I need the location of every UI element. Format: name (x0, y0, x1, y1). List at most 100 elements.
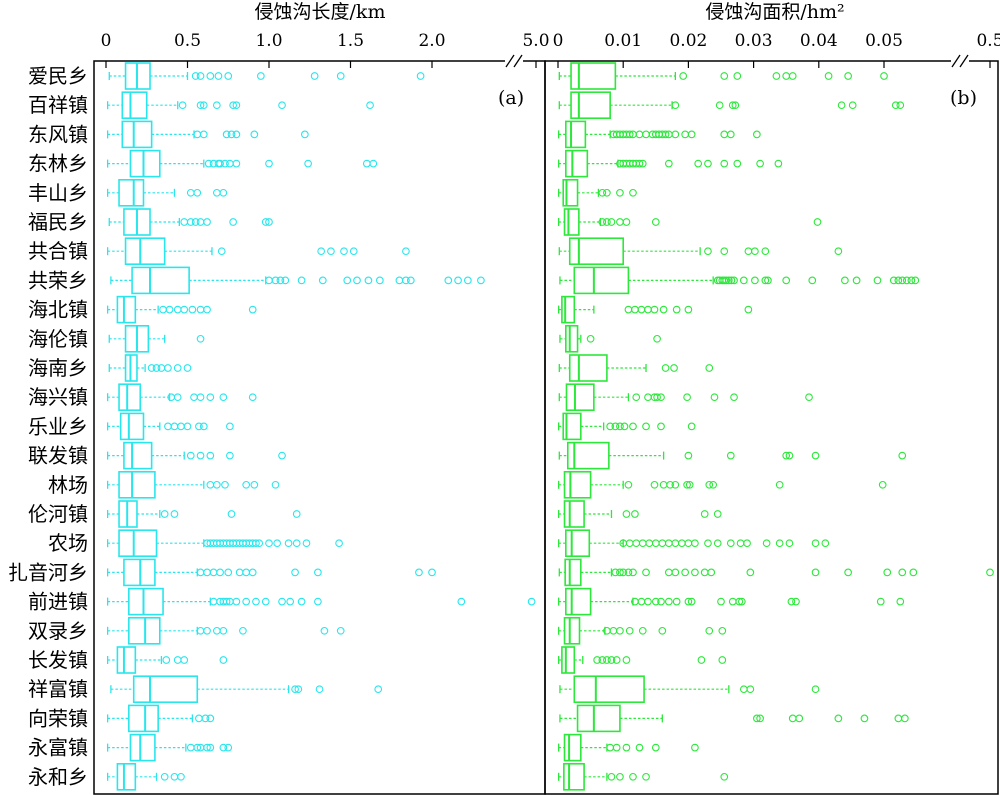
outlier-point (281, 276, 290, 285)
outlier-point (756, 714, 764, 723)
outlier-point (193, 130, 202, 139)
iqr-box (561, 646, 576, 674)
outlier-point (726, 130, 735, 139)
category-label: 永和乡 (28, 765, 88, 789)
box-row (558, 208, 822, 236)
outlier-point (609, 626, 618, 635)
outlier-point (651, 597, 660, 606)
category-label: 共荣乡 (28, 268, 88, 292)
outlier-point (637, 305, 646, 314)
outlier-point (687, 597, 696, 606)
outlier-point (477, 276, 485, 285)
iqr-box (565, 120, 587, 149)
outlier-point (598, 218, 607, 226)
outlier-point (454, 276, 462, 285)
outlier-point (746, 685, 755, 694)
outlier-point (664, 159, 673, 168)
outlier-point (718, 626, 727, 635)
outlier-point (901, 714, 909, 723)
outlier-point (206, 451, 215, 460)
iqr-box (563, 470, 592, 499)
box-row (106, 558, 436, 587)
iqr-box (563, 500, 585, 528)
outlier-point (271, 480, 280, 489)
outlier-point (320, 626, 329, 635)
outlier-point (731, 101, 740, 110)
outlier-point (751, 276, 759, 285)
outlier-point (707, 568, 716, 577)
outlier-point (603, 656, 611, 664)
outlier-point (727, 276, 736, 285)
category-label: 扎音河乡 (8, 560, 88, 584)
outlier-point (286, 597, 295, 606)
outlier-point (190, 393, 198, 402)
outlier-point (206, 743, 215, 752)
outlier-point (173, 393, 182, 402)
outlier-point (739, 685, 748, 694)
outlier-point (713, 539, 722, 548)
outlier-point (681, 130, 689, 139)
outlier-point (638, 159, 647, 168)
outlier-point (165, 305, 174, 314)
outlier-point (645, 539, 654, 548)
outlier-point (297, 276, 306, 285)
outlier-point (278, 101, 286, 110)
outlier-point (186, 218, 195, 226)
outlier-point (986, 568, 994, 577)
outlier-point (632, 393, 641, 402)
outlier-point (821, 539, 830, 548)
box-row (106, 762, 185, 791)
box-row (108, 324, 205, 353)
outlier-point (909, 568, 918, 577)
iqr-box (123, 441, 153, 470)
outlier-point (586, 334, 595, 343)
box-row (106, 646, 228, 674)
outlier-point (191, 72, 200, 80)
outlier-point (670, 364, 678, 372)
outlier-point (624, 568, 633, 577)
outlier-point (717, 597, 725, 606)
outlier-point (395, 276, 404, 285)
category-labels: 爱民乡百祥镇东风镇东林乡丰山乡福民乡共合镇共荣乡海北镇海伦镇海南乡海兴镇乐业乡联… (8, 64, 88, 789)
outlier-point (606, 743, 615, 752)
box-row (106, 149, 378, 178)
outlier-point (671, 539, 680, 548)
outlier-point (624, 305, 633, 314)
outlier-point (278, 597, 286, 606)
outlier-point (340, 247, 348, 256)
outlier-point (212, 188, 221, 197)
category-label: 伦河镇 (28, 502, 88, 526)
outlier-point (196, 218, 205, 226)
box-row (106, 733, 233, 762)
box-row (106, 441, 286, 470)
outlier-point (203, 743, 211, 752)
outlier-point (691, 743, 699, 752)
outlier-point (415, 568, 423, 577)
outlier-point (622, 656, 631, 664)
outlier-point (684, 539, 693, 548)
iqr-box (131, 266, 190, 295)
outlier-point (644, 597, 652, 606)
outlier-point (242, 568, 251, 577)
outlier-point (242, 597, 251, 606)
box-row (106, 179, 228, 207)
outlier-point (250, 480, 259, 489)
outlier-point (178, 101, 187, 110)
category-label: 丰山乡 (28, 181, 88, 205)
outlier-point (837, 101, 846, 110)
outlier-point (775, 480, 784, 489)
box-row (558, 149, 783, 178)
iqr-box (129, 733, 156, 762)
outlier-point (739, 276, 748, 285)
iqr-box (563, 733, 582, 762)
iqr-box (118, 383, 142, 412)
outlier-point (671, 480, 680, 489)
box-row (106, 587, 536, 616)
outlier-point (204, 159, 213, 168)
outlier-point (209, 568, 218, 577)
box-row (558, 237, 843, 265)
outlier-point (170, 422, 179, 431)
outlier-point (644, 393, 652, 402)
outlier-point (265, 276, 273, 285)
outlier-point (841, 276, 849, 285)
